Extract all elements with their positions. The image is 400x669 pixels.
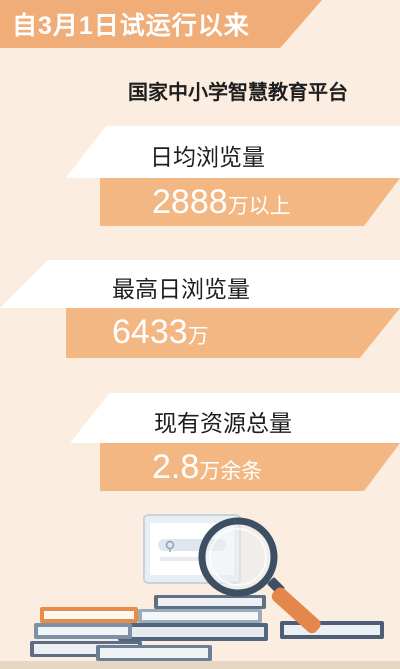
banner-title: 自3月1日试运行以来 (12, 12, 250, 40)
stat-value: 6433万 (112, 313, 209, 352)
stat-value-unit: 万 (187, 325, 209, 348)
stat-value-unit: 万余条 (199, 460, 263, 483)
magnifier-icon (198, 517, 321, 634)
stat-value-band (100, 178, 400, 226)
platform-name: 国家中小学智慧教育平台 (128, 82, 348, 104)
stat-label-band (0, 260, 400, 308)
stat-value-number: 2888 (152, 183, 228, 221)
stat-value: 2.8万余条 (152, 448, 262, 487)
stat-value-band (66, 308, 400, 358)
stat-value-number: 6433 (112, 313, 188, 351)
top-banner (0, 0, 322, 48)
stat-label: 日均浏览量 (150, 144, 265, 170)
stat-label: 现有资源总量 (154, 410, 292, 436)
illustration (0, 514, 400, 669)
stat-value-band (100, 443, 400, 491)
stat-label-band (70, 393, 400, 443)
stat-value-unit: 万以上 (227, 195, 291, 218)
stat-value: 2888万以上 (152, 183, 291, 222)
stat-value-number: 2.8 (152, 448, 200, 486)
stat-label-band (66, 126, 400, 178)
stat-label: 最高日浏览量 (112, 276, 250, 302)
location-pin-icon (165, 540, 175, 552)
book-stack-icon (0, 595, 400, 669)
